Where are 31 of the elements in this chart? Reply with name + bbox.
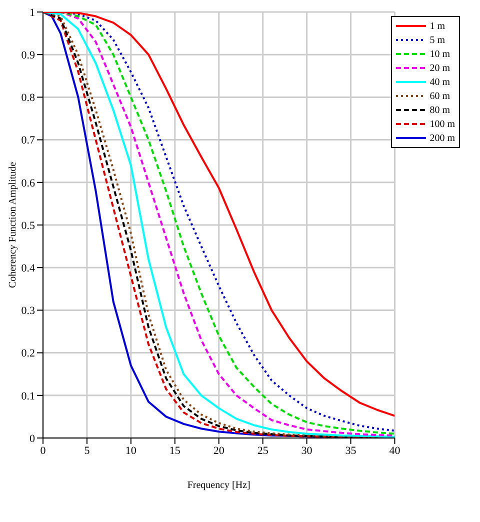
legend-label: 10 m bbox=[430, 48, 450, 60]
legend-label: 5 m bbox=[430, 34, 445, 46]
x-tick-label: 25 bbox=[257, 444, 269, 457]
y-tick-label: 0.1 bbox=[21, 390, 35, 402]
x-tick-label: 40 bbox=[389, 444, 401, 457]
y-tick-label: 0.2 bbox=[21, 348, 35, 360]
x-tick-label: 20 bbox=[213, 444, 225, 457]
y-tick-label: 0.8 bbox=[21, 92, 36, 104]
x-tick-label: 35 bbox=[345, 444, 357, 457]
y-tick-label: 0.9 bbox=[21, 50, 36, 62]
y-tick-label: 1 bbox=[30, 6, 35, 19]
y-tick-label: 0.5 bbox=[21, 220, 36, 232]
legend-label: 20 m bbox=[430, 62, 450, 74]
x-tick-label: 30 bbox=[301, 444, 313, 457]
legend-label: 200 m bbox=[430, 132, 455, 144]
x-axis-title: Frequency [Hz] bbox=[187, 480, 250, 491]
y-tick-label: 0.3 bbox=[21, 305, 36, 318]
x-tick-label: 15 bbox=[169, 444, 181, 457]
y-tick-label: 0.6 bbox=[21, 177, 36, 190]
x-tick-label: 0 bbox=[40, 444, 46, 457]
legend-label: 80 m bbox=[430, 104, 450, 116]
legend-label: 40 m bbox=[430, 76, 450, 88]
legend-label: 1 m bbox=[430, 20, 445, 32]
y-tick-label: 0.4 bbox=[21, 262, 36, 275]
y-tick-label: 0 bbox=[30, 432, 36, 445]
legend-label: 60 m bbox=[430, 90, 450, 102]
x-tick-label: 10 bbox=[125, 444, 137, 457]
y-axis-title: Coherency Function Amplitude bbox=[8, 161, 19, 288]
x-tick-label: 5 bbox=[84, 444, 90, 457]
legend-label: 100 m bbox=[430, 118, 455, 130]
y-tick-label: 0.7 bbox=[21, 134, 36, 147]
